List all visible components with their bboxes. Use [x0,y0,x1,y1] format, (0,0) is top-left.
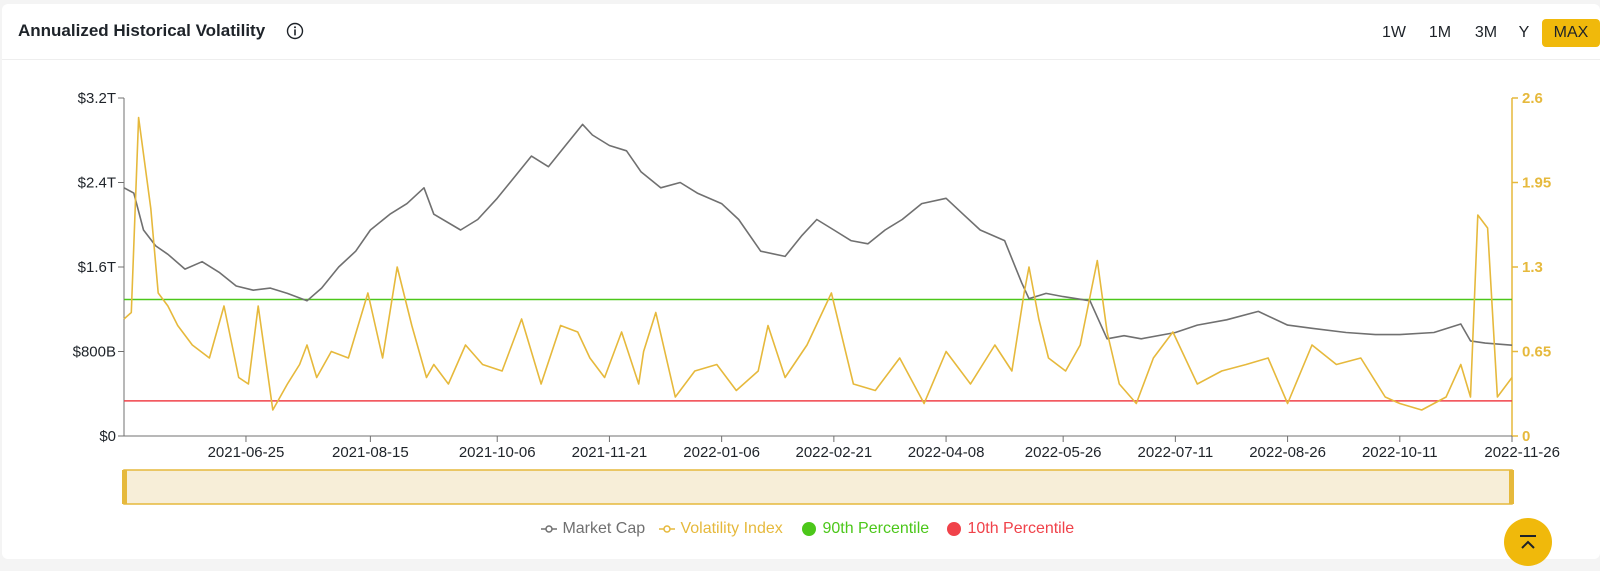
info-icon[interactable] [286,22,304,40]
line-marker-icon [541,525,557,533]
legend-item-market-cap[interactable]: Market Cap [540,519,645,539]
y-left-tick-label: $0 [99,428,116,445]
range-button-3m[interactable]: 3M [1474,24,1498,41]
x-tick-label: 2021-06-25 [208,444,285,461]
y-left-tick-label: $1.6T [78,259,116,276]
y-right-tick-label: 0 [1522,428,1530,445]
range-button-y[interactable]: Y [1518,24,1530,41]
legend-item-90th-percentile[interactable]: 90th Percentile [800,519,929,539]
line-marker-icon [659,525,675,533]
legend-item-10th-percentile[interactable]: 10th Percentile [945,519,1074,539]
chart-title: Annualized Historical Volatility [18,21,266,40]
y-right-tick-label: 0.65 [1522,344,1551,361]
legend-item-volatility-index[interactable]: Volatility Index [658,519,783,539]
legend-label: 10th Percentile [967,520,1075,537]
range-slider-track [123,469,1513,505]
legend-label: Market Cap [562,520,646,537]
x-tick-label: 2022-11-26 [1484,444,1560,461]
dot-marker-icon [802,522,816,536]
arrow-up-icon [1520,535,1536,549]
y-right-tick-label: 1.95 [1522,175,1551,192]
legend-label: 90th Percentile [822,520,930,537]
x-tick-label: 2022-05-26 [1025,444,1102,461]
range-button-1m[interactable]: 1M [1428,24,1452,41]
range-button-max[interactable]: MAX [1542,19,1600,47]
volatility-card: Annualized Historical Volatility 1W 1M 3… [2,4,1600,559]
x-tick-label: 2022-04-08 [908,444,985,461]
x-tick-label: 2022-01-06 [683,444,760,461]
volatility-chart: $0 $800B $1.6T $2.4T $3.2T 0 0.65 1.3 1.95 2.6 202… [73,90,1560,505]
x-tick-label: 2022-08-26 [1249,444,1326,461]
scroll-top-button[interactable] [1504,518,1552,566]
market-cap-series-line [123,123,1513,346]
y-right-tick-label: 1.3 [1522,259,1543,276]
x-tick-label: 2021-11-21 [572,444,648,461]
range-slider-handle-right [1509,470,1514,504]
range-button-1w[interactable]: 1W [1382,24,1406,41]
card-header: Annualized Historical Volatility 1W 1M 3… [2,4,1600,60]
y-left-tick-label: $3.2T [78,90,116,107]
x-tick-label: 2021-10-06 [459,444,536,461]
legend-label: Volatility Index [680,520,783,537]
y-left-tick-label: $800B [73,344,116,361]
x-tick-label: 2022-10-11 [1362,444,1438,461]
range-slider-handle-left [122,470,127,504]
volatility-index-series-line [123,116,1513,411]
y-right-tick-label: 2.6 [1522,90,1543,107]
x-tick-label: 2021-08-15 [332,444,409,461]
dot-marker-icon [947,522,961,536]
x-tick-label: 2022-02-21 [795,444,872,461]
y-left-tick-label: $2.4T [78,175,116,192]
x-tick-label: 2022-07-11 [1138,444,1214,461]
